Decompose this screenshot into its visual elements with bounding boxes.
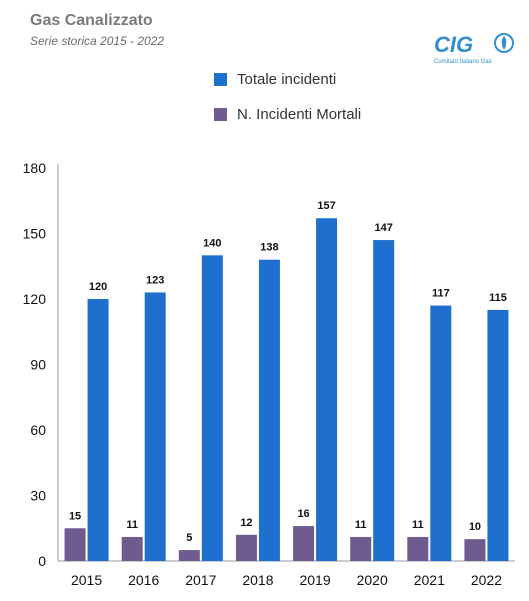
bar-chart: 0 30 60 90 120 150 180 2015 15 120 2016 11 123 2017 5 1…	[23, 160, 515, 588]
logo-tagline: Comitato Italiano Gas	[434, 59, 492, 65]
logo-text: CIG	[434, 32, 473, 57]
bar-totale	[487, 309, 509, 561]
x-tick-label: 2022	[471, 572, 502, 588]
bar-mortali	[121, 536, 143, 561]
y-tick-label: 30	[30, 488, 46, 504]
data-label-mortali: 15	[69, 510, 81, 522]
x-tick-label: 2020	[357, 572, 388, 588]
data-label-totale: 123	[146, 274, 164, 286]
logo-flame-icon	[501, 36, 507, 50]
data-label-mortali: 11	[412, 519, 424, 531]
y-tick-label: 60	[30, 422, 46, 438]
data-label-totale: 157	[317, 200, 335, 212]
bar-mortali	[235, 534, 257, 561]
bar-totale	[87, 299, 109, 561]
legend-label-totale: Totale incidenti	[237, 70, 337, 88]
y-tick-label: 180	[23, 160, 47, 176]
y-tick-label: 150	[23, 226, 47, 242]
logo-emblem-icon	[494, 33, 514, 53]
x-tick-label: 2016	[128, 572, 159, 588]
bar-mortali	[64, 528, 86, 561]
bar-totale	[258, 259, 280, 561]
chart-title: Gas Canalizzato	[30, 12, 153, 29]
data-label-mortali: 11	[126, 519, 138, 531]
legend-label-mortali: N. Incidenti Mortali	[237, 105, 362, 123]
bar-mortali	[293, 526, 315, 561]
x-tick-label: 2015	[71, 572, 102, 588]
data-label-totale: 117	[432, 288, 450, 300]
bar-totale	[144, 292, 166, 561]
data-label-mortali: 16	[297, 508, 309, 520]
bar-totale	[201, 255, 223, 561]
data-label-totale: 147	[375, 222, 393, 234]
legend-swatch-totale	[214, 72, 227, 86]
y-tick-label: 90	[30, 357, 46, 373]
x-tick-label: 2019	[299, 572, 330, 588]
data-label-mortali: 12	[240, 517, 252, 529]
data-label-totale: 115	[489, 292, 507, 304]
x-tick-label: 2018	[242, 572, 273, 588]
bar-totale	[373, 240, 395, 562]
data-label-mortali: 10	[469, 521, 481, 533]
bar-mortali	[350, 536, 372, 561]
data-label-totale: 140	[203, 237, 221, 249]
data-label-mortali: 11	[355, 519, 367, 531]
legend-item-totale: Totale incidenti	[214, 68, 361, 90]
bar-totale	[316, 218, 338, 561]
legend-swatch-mortali	[214, 107, 227, 121]
bar-mortali	[464, 539, 486, 561]
cig-logo: CIG Comitato Italiano Gas	[434, 32, 514, 65]
data-label-mortali: 5	[186, 532, 192, 544]
legend-item-mortali: N. Incidenti Mortali	[214, 103, 361, 125]
y-tick-label: 120	[23, 291, 47, 307]
x-tick-label: 2021	[414, 572, 445, 588]
bar-mortali	[178, 550, 200, 561]
data-label-totale: 120	[89, 281, 107, 293]
chart-subtitle: Serie storica 2015 - 2022	[30, 34, 165, 48]
bar-mortali	[407, 536, 429, 561]
y-tick-label: 0	[38, 553, 46, 569]
bar-totale	[430, 305, 452, 561]
legend: Totale incidenti N. Incidenti Mortali	[214, 68, 361, 138]
data-label-totale: 138	[260, 242, 278, 254]
x-tick-label: 2017	[185, 572, 216, 588]
